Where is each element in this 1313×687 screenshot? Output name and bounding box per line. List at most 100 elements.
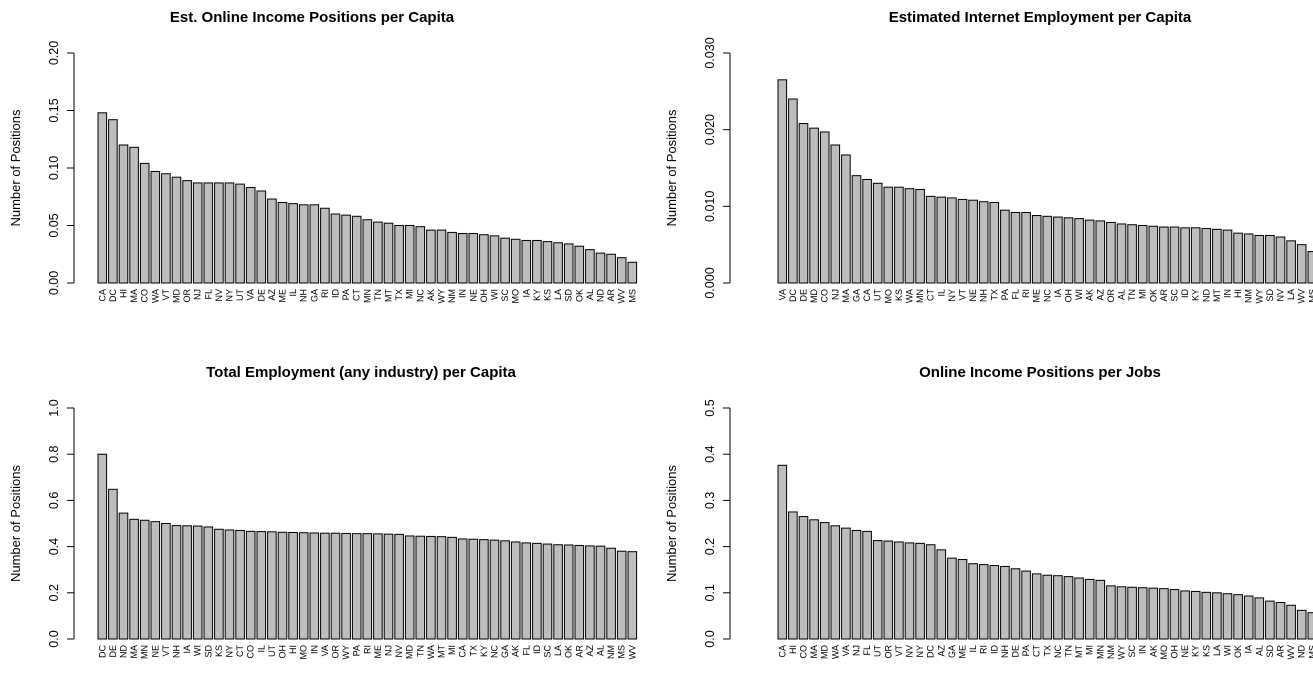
x-tick-label: VT	[161, 645, 171, 657]
x-tick-label: AL	[1117, 289, 1127, 300]
bar-mn	[362, 219, 373, 284]
x-tick-label: SC	[1127, 645, 1137, 658]
chart-total-employment-per-capita: Total Employment (any industry) per Capi…	[8, 364, 637, 660]
bar-hi	[288, 532, 298, 640]
bar-ca	[457, 538, 468, 640]
bar-md	[819, 522, 830, 640]
x-tick-label: FL	[1011, 289, 1021, 300]
x-tick-label: PA	[1000, 289, 1010, 300]
x-tick-label: AZ	[1095, 289, 1105, 301]
bar-ct	[1031, 573, 1042, 640]
bar-ct	[351, 215, 362, 284]
x-tick-label: IL	[256, 645, 266, 653]
bar-nm	[447, 231, 457, 284]
bar-mo	[510, 238, 521, 284]
bar-mi	[447, 536, 457, 640]
bar-tn	[415, 535, 426, 640]
x-tick-label: KY	[1191, 645, 1201, 657]
bar-mi	[1084, 578, 1095, 640]
bar-id	[532, 542, 542, 640]
bar-de	[256, 190, 267, 284]
bar-wi	[192, 525, 203, 640]
bar-sd	[1265, 600, 1275, 640]
y-tick-label: 0.030	[703, 37, 717, 68]
bar-ok	[574, 245, 585, 284]
bar-ia	[1243, 595, 1254, 640]
bar-hi	[118, 144, 129, 284]
y-tick-label: 0.010	[703, 191, 717, 222]
x-tick-label: NE	[468, 289, 478, 302]
x-tick-label: WI	[193, 645, 203, 656]
bar-ks	[214, 528, 224, 640]
bar-nj	[830, 144, 841, 284]
bar-co	[139, 162, 150, 284]
chart-panel-1: Est. Online Income Positions per Capita N…	[0, 0, 656, 341]
bar-sd	[203, 526, 214, 640]
x-tick-label: HI	[119, 289, 129, 298]
chart-panel-2: Estimated Internet Employment per Capita…	[656, 0, 1313, 341]
bar-wa	[830, 525, 841, 640]
x-tick-label: ID	[532, 644, 542, 654]
bar-me	[957, 559, 968, 640]
bar-dc	[97, 453, 108, 640]
bar-wy	[436, 229, 447, 284]
chart-title: Est. Online Income Positions per Capita	[170, 9, 455, 26]
y-tick-label: 0.2	[703, 538, 717, 555]
x-tick-label: IN	[1138, 645, 1148, 654]
x-tick-label: MN	[140, 645, 150, 659]
bar-in	[1222, 229, 1233, 284]
x-tick-label: MD	[172, 289, 182, 303]
bar-ct	[925, 195, 936, 284]
bar-wa	[426, 535, 436, 640]
y-tick-label: 0.1	[703, 584, 717, 601]
x-tick-label: DE	[1011, 645, 1021, 658]
x-tick-label: KS	[1201, 645, 1211, 657]
bar-wi	[489, 235, 500, 284]
bar-ne	[150, 521, 161, 640]
x-tick-label: CO	[799, 645, 809, 659]
bar-wv	[1286, 604, 1296, 640]
x-tick-label: OK	[564, 645, 574, 658]
bar-wy	[341, 532, 351, 640]
bar-ak	[426, 229, 436, 284]
x-tick-label: SD	[1265, 289, 1275, 302]
x-tick-label: VA	[246, 289, 256, 300]
bar-az	[1095, 220, 1106, 284]
x-tick-label: SD	[203, 645, 213, 658]
bar-nd	[1201, 228, 1212, 284]
x-tick-label: OK	[1148, 289, 1158, 302]
bar-sc	[542, 543, 553, 640]
bar-or	[883, 540, 894, 640]
x-tick-label: NV	[394, 645, 404, 658]
bar-ny	[947, 197, 957, 284]
bar-nh	[171, 525, 182, 640]
bar-ma	[129, 518, 139, 640]
x-tick-label: ID	[989, 644, 999, 654]
x-tick-label: MS	[627, 289, 637, 303]
x-tick-label: PA	[341, 289, 351, 300]
bar-tx	[989, 202, 1000, 284]
x-tick-label: ND	[1201, 289, 1211, 302]
x-tick-label: NH	[299, 289, 309, 302]
x-tick-label: NY	[225, 645, 235, 658]
x-tick-label: OR	[331, 644, 341, 658]
bar-fl	[1010, 211, 1021, 284]
x-tick-label: RI	[320, 289, 330, 298]
x-tick-label: RI	[362, 645, 372, 654]
bar-ak	[510, 541, 521, 640]
bar-ny	[915, 542, 925, 640]
bar-la	[1286, 240, 1296, 284]
x-tick-label: MO	[883, 289, 893, 304]
x-tick-label: VT	[894, 645, 904, 657]
x-tick-label: KY	[532, 289, 542, 301]
bar-dc	[108, 119, 118, 284]
x-tick-label: WV	[627, 645, 637, 660]
x-tick-label: CO	[820, 289, 830, 303]
x-tick-label: SC	[543, 645, 553, 658]
bar-oh	[479, 234, 489, 284]
bar-nc	[415, 226, 426, 284]
bar-in	[309, 532, 320, 640]
x-tick-label: MN	[362, 289, 372, 303]
x-tick-label: TN	[373, 289, 383, 301]
y-tick-label: 0.4	[47, 538, 61, 555]
